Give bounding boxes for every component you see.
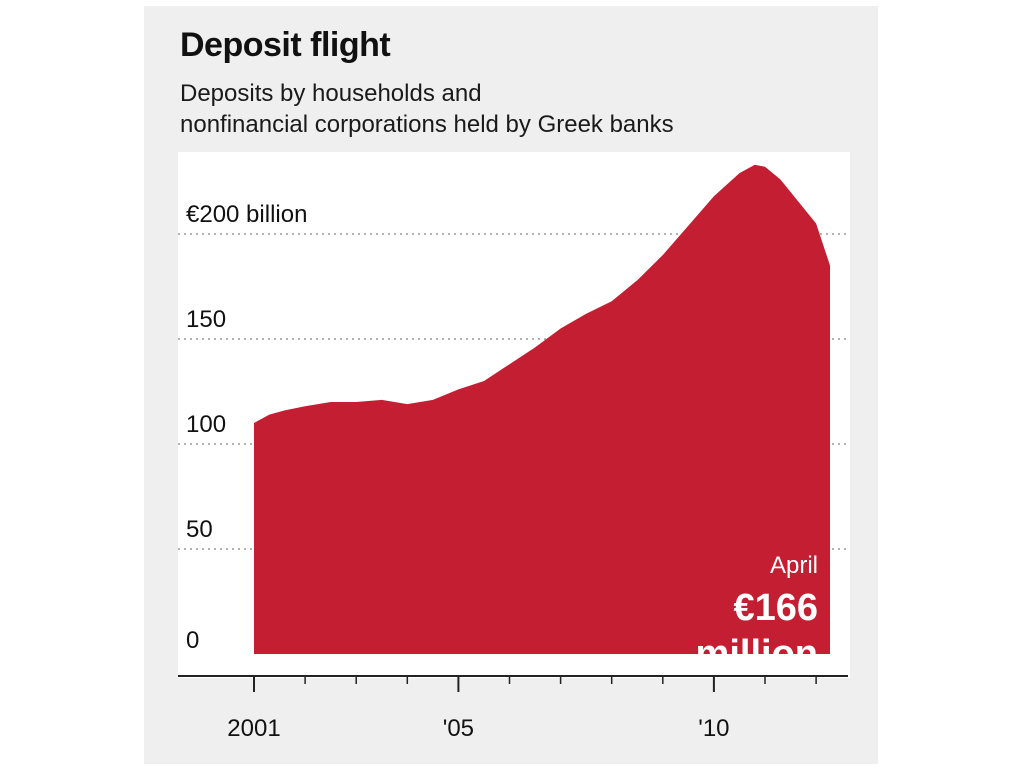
x-tick-labels: 2001 '05 '10	[227, 715, 729, 742]
x-tick-label-05: '05	[443, 715, 474, 742]
annotation-unit: million	[696, 633, 818, 675]
x-ticks	[253, 676, 817, 692]
area-series	[254, 164, 830, 654]
y-tick-label-100: 100	[186, 411, 226, 438]
annotation-value: €166	[733, 587, 818, 629]
y-tick-labels: €200 billion 150 100 50 0	[186, 201, 307, 654]
chart-title: Deposit flight	[180, 26, 391, 64]
x-tick-label-10: '10	[698, 715, 729, 742]
y-tick-label-150: 150	[186, 306, 226, 333]
annotation-label: April	[770, 552, 818, 579]
chart-card: Deposit flight Deposits by households an…	[144, 6, 878, 764]
chart-subtitle: Deposits by households and nonfinancial …	[180, 78, 674, 140]
subtitle-line-2: nonfinancial corporations held by Greek …	[180, 111, 674, 138]
subtitle-line-1: Deposits by households and	[180, 80, 482, 107]
x-tick-label-2001: 2001	[227, 715, 280, 742]
area-chart: €200 billion 150 100 50 0 2001 '05 '10 April €…	[178, 152, 850, 742]
y-tick-label-50: 50	[186, 516, 213, 543]
y-tick-label-200: €200 billion	[186, 201, 307, 228]
annotation: April €166 million	[696, 552, 818, 675]
y-tick-label-0: 0	[186, 627, 199, 654]
